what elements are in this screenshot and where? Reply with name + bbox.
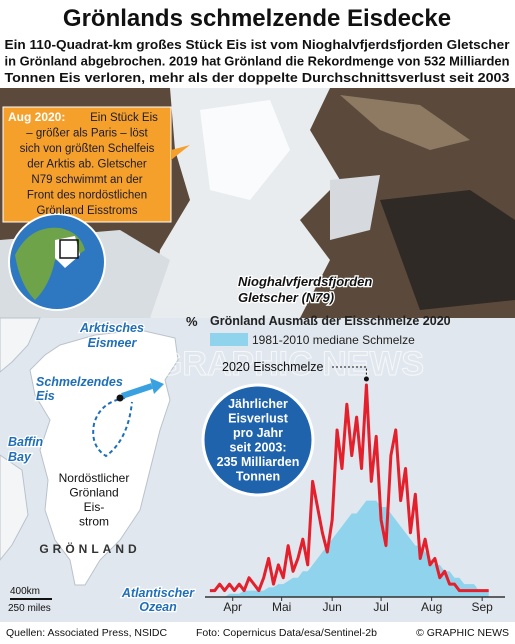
glacier-label: Nioghalvfjerdsfjorden — [238, 274, 372, 289]
median-area — [209, 500, 489, 597]
title: Grönlands schmelzende Eisdecke — [63, 5, 451, 32]
x-tick-label: Sep — [471, 600, 493, 614]
bubble-text: Jährlicher — [228, 397, 288, 411]
annotation-dot — [363, 376, 369, 382]
callout-text: Grönland Eisstroms — [37, 205, 138, 217]
callout-text: Ein Stück Eis — [90, 112, 158, 124]
y-axis-label: % — [186, 314, 198, 329]
globe-locator — [59, 239, 79, 259]
watermark: GRAPHIC NEWS — [156, 345, 424, 383]
subtitle: Ein 110-Quadrat-km großes Stück Eis ist … — [5, 38, 510, 52]
callout-text: – größer als Paris – löst — [26, 128, 148, 140]
callout-text: sich von größten Schelfeis — [20, 143, 155, 155]
map-label: Arktisches — [79, 321, 144, 335]
bubble — [201, 383, 315, 497]
land — [0, 454, 29, 561]
map-label: Atlantischer — [121, 586, 195, 600]
map-label: Eis- — [84, 500, 105, 514]
greenland — [29, 329, 179, 586]
map-label: Schmelzendes — [36, 375, 123, 389]
x-tick-label: Mai — [272, 600, 291, 614]
map-label: Eismeer — [88, 336, 138, 350]
subtitle: in Grönland abgebrochen. 2019 hat Grönla… — [5, 55, 510, 69]
x-tick-label: Apr — [223, 600, 242, 614]
melt-arrow — [121, 383, 153, 399]
x-tick-label: Aug — [421, 600, 442, 614]
legend-swatch — [210, 333, 248, 346]
map-label: Baffin — [8, 435, 44, 449]
water — [380, 190, 515, 310]
bubble-text: Eisverlust — [228, 412, 289, 426]
footer-bg — [0, 622, 515, 644]
ice-patch — [330, 175, 380, 240]
ice-shelf — [150, 88, 340, 318]
map-label: Bay — [8, 450, 32, 464]
series-annotation: 2020 Eisschmelze — [222, 360, 323, 374]
bubble-text: Tonnen — [236, 470, 280, 484]
callout-pointer — [171, 145, 190, 160]
glacier-dot — [116, 394, 124, 402]
land — [0, 317, 41, 373]
chart-title: Grönland Ausmaß der Eisschmelze 2020 — [210, 314, 451, 328]
melt-arrow-head — [150, 378, 164, 394]
ice-piece — [200, 100, 290, 200]
callout-label: Aug 2020: — [8, 110, 65, 124]
map-label: Eis — [36, 389, 55, 403]
map-label: Ozean — [139, 600, 177, 614]
footer-photo: Foto: Copernicus Data/esa/Sentinel-2b — [196, 627, 377, 639]
scale-label: 400km — [10, 586, 40, 597]
bubble-text: pro Jahr — [233, 426, 283, 440]
subtitle: Tonnen Eis verloren, mehr als der doppel… — [5, 71, 510, 85]
country-label: GRÖNLAND — [39, 541, 140, 556]
x-tick-label: Jun — [322, 600, 341, 614]
x-tick-label: Jul — [373, 600, 388, 614]
melt-line — [209, 383, 489, 593]
glacier-label: Gletscher (N79) — [238, 290, 334, 305]
callout-text: Front des nordöstlichen — [27, 190, 147, 202]
ice-stream-outline — [92, 397, 133, 458]
map-label: strom — [79, 515, 109, 529]
legend-label: 1981-2010 mediane Schmelze — [252, 333, 415, 347]
footer-credit: © GRAPHIC NEWS — [416, 627, 509, 639]
bubble-text: seit 2003: — [230, 441, 287, 455]
map-label: Grönland — [69, 486, 118, 500]
scale-label: 250 miles — [8, 603, 51, 614]
terrain — [340, 95, 470, 150]
callout-box — [2, 106, 172, 223]
callout-text: der Arktis ab. Gletscher — [27, 159, 147, 171]
footer-sources: Quellen: Associated Press, NSIDC — [6, 627, 167, 639]
map-label: Nordöstlicher — [59, 471, 130, 485]
bubble-text: 235 Milliarden — [217, 455, 300, 469]
globe-greenland — [55, 236, 80, 268]
callout-text: N79 schwimmt an der — [31, 174, 142, 186]
